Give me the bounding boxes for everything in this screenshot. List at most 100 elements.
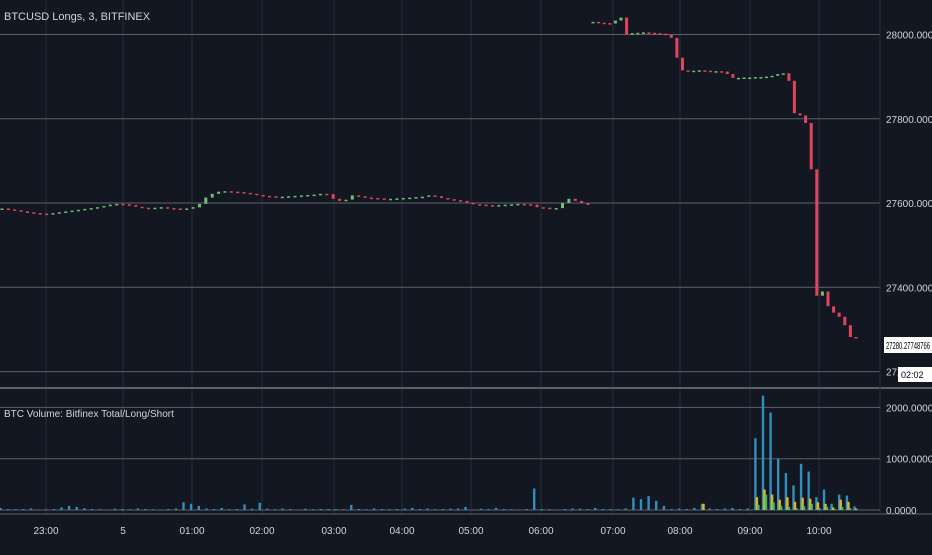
volume-bar-total[interactable]: [14, 509, 17, 510]
volume-bar-total[interactable]: [258, 502, 261, 510]
candle[interactable]: [776, 74, 780, 76]
candle[interactable]: [331, 194, 335, 199]
volume-bar-total[interactable]: [510, 509, 513, 510]
candle[interactable]: [140, 206, 144, 209]
candle[interactable]: [172, 208, 176, 210]
volume-bar-short[interactable]: [833, 509, 836, 510]
candle[interactable]: [134, 205, 138, 207]
candle[interactable]: [427, 195, 431, 197]
candle[interactable]: [223, 191, 227, 193]
candle[interactable]: [178, 208, 182, 211]
candle[interactable]: [787, 73, 791, 81]
volume-bar-total[interactable]: [357, 509, 361, 510]
candle[interactable]: [725, 71, 729, 75]
volume-bar-total[interactable]: [388, 509, 391, 510]
volume-bar-short[interactable]: [825, 506, 829, 510]
volume-bar-total[interactable]: [639, 499, 643, 510]
candle[interactable]: [848, 325, 852, 337]
volume-bar-total[interactable]: [128, 509, 132, 510]
candle[interactable]: [843, 316, 847, 326]
candle[interactable]: [854, 337, 858, 339]
candle[interactable]: [32, 212, 36, 214]
volume-bar-total[interactable]: [609, 509, 612, 510]
volume-bar-total[interactable]: [197, 505, 200, 510]
candle[interactable]: [191, 207, 195, 209]
volume-bar-long[interactable]: [702, 503, 705, 510]
candle[interactable]: [681, 57, 684, 71]
volume-bar-total[interactable]: [296, 509, 300, 511]
volume-bar-short[interactable]: [810, 503, 813, 510]
volume-bar-total[interactable]: [136, 508, 139, 511]
candle[interactable]: [647, 32, 651, 34]
candle[interactable]: [737, 77, 740, 80]
candle[interactable]: [742, 77, 746, 80]
volume-bar-total[interactable]: [563, 509, 566, 510]
volume-bar-short[interactable]: [818, 507, 821, 510]
volume-bar-total[interactable]: [228, 509, 231, 510]
volume-bar-total[interactable]: [22, 509, 25, 510]
candle[interactable]: [510, 204, 514, 206]
candle[interactable]: [242, 192, 246, 194]
volume-bar-total[interactable]: [250, 508, 254, 510]
volume-bar-long[interactable]: [755, 497, 759, 510]
volume-bar-short[interactable]: [780, 505, 783, 510]
candle[interactable]: [38, 213, 42, 215]
candle[interactable]: [809, 123, 813, 170]
volume-bar-total[interactable]: [90, 509, 94, 510]
candle[interactable]: [440, 196, 443, 198]
candle[interactable]: [692, 70, 696, 73]
volume-bar-long[interactable]: [763, 489, 766, 511]
volume-bar-total[interactable]: [372, 508, 376, 511]
volume-bar-total[interactable]: [708, 508, 711, 511]
candle[interactable]: [491, 205, 494, 207]
volume-bar-short[interactable]: [764, 494, 768, 510]
volume-bar-total[interactable]: [594, 507, 597, 510]
candle[interactable]: [382, 198, 386, 200]
candle[interactable]: [217, 191, 221, 194]
candle[interactable]: [636, 32, 640, 35]
volume-bar-total[interactable]: [792, 485, 795, 510]
candle[interactable]: [127, 204, 131, 206]
candle[interactable]: [815, 169, 819, 296]
candle[interactable]: [619, 17, 623, 21]
candle[interactable]: [653, 32, 657, 35]
volume-bar-total[interactable]: [799, 463, 803, 510]
volume-bar-total[interactable]: [815, 497, 818, 510]
volume-bar-total[interactable]: [334, 509, 338, 510]
volume-bar-total[interactable]: [685, 509, 688, 510]
volume-bar-total[interactable]: [75, 506, 78, 510]
volume-bars[interactable]: [0, 395, 859, 511]
candle[interactable]: [759, 77, 763, 79]
volume-bar-total[interactable]: [555, 509, 559, 511]
volume-bar-short[interactable]: [848, 507, 852, 510]
candle[interactable]: [204, 197, 208, 204]
candle[interactable]: [26, 211, 29, 214]
volume-bar-total[interactable]: [243, 504, 246, 510]
volume-bar-total[interactable]: [220, 507, 223, 510]
candle[interactable]: [591, 21, 595, 24]
volume-bar-total[interactable]: [159, 509, 162, 511]
candle[interactable]: [420, 196, 424, 199]
candle[interactable]: [102, 206, 106, 208]
candle[interactable]: [210, 193, 214, 198]
candle[interactable]: [561, 203, 564, 209]
candle[interactable]: [408, 197, 412, 200]
volume-bar-total[interactable]: [6, 509, 10, 510]
candle[interactable]: [597, 21, 601, 24]
volume-bar-total[interactable]: [311, 509, 315, 510]
volume-bar-total[interactable]: [479, 508, 483, 510]
volume-bar-short[interactable]: [787, 506, 791, 510]
volume-bar-short[interactable]: [802, 506, 806, 510]
volume-bar-total[interactable]: [327, 509, 330, 510]
volume-bar-total[interactable]: [67, 505, 71, 510]
volume-bar-total[interactable]: [578, 508, 582, 510]
candle[interactable]: [268, 195, 271, 198]
candle[interactable]: [115, 203, 119, 206]
candle[interactable]: [344, 199, 348, 202]
candle[interactable]: [714, 71, 718, 73]
volume-bar-short[interactable]: [757, 504, 760, 510]
volume-bar-total[interactable]: [60, 507, 63, 510]
volume-bar-long[interactable]: [770, 494, 774, 510]
candle[interactable]: [748, 77, 752, 80]
